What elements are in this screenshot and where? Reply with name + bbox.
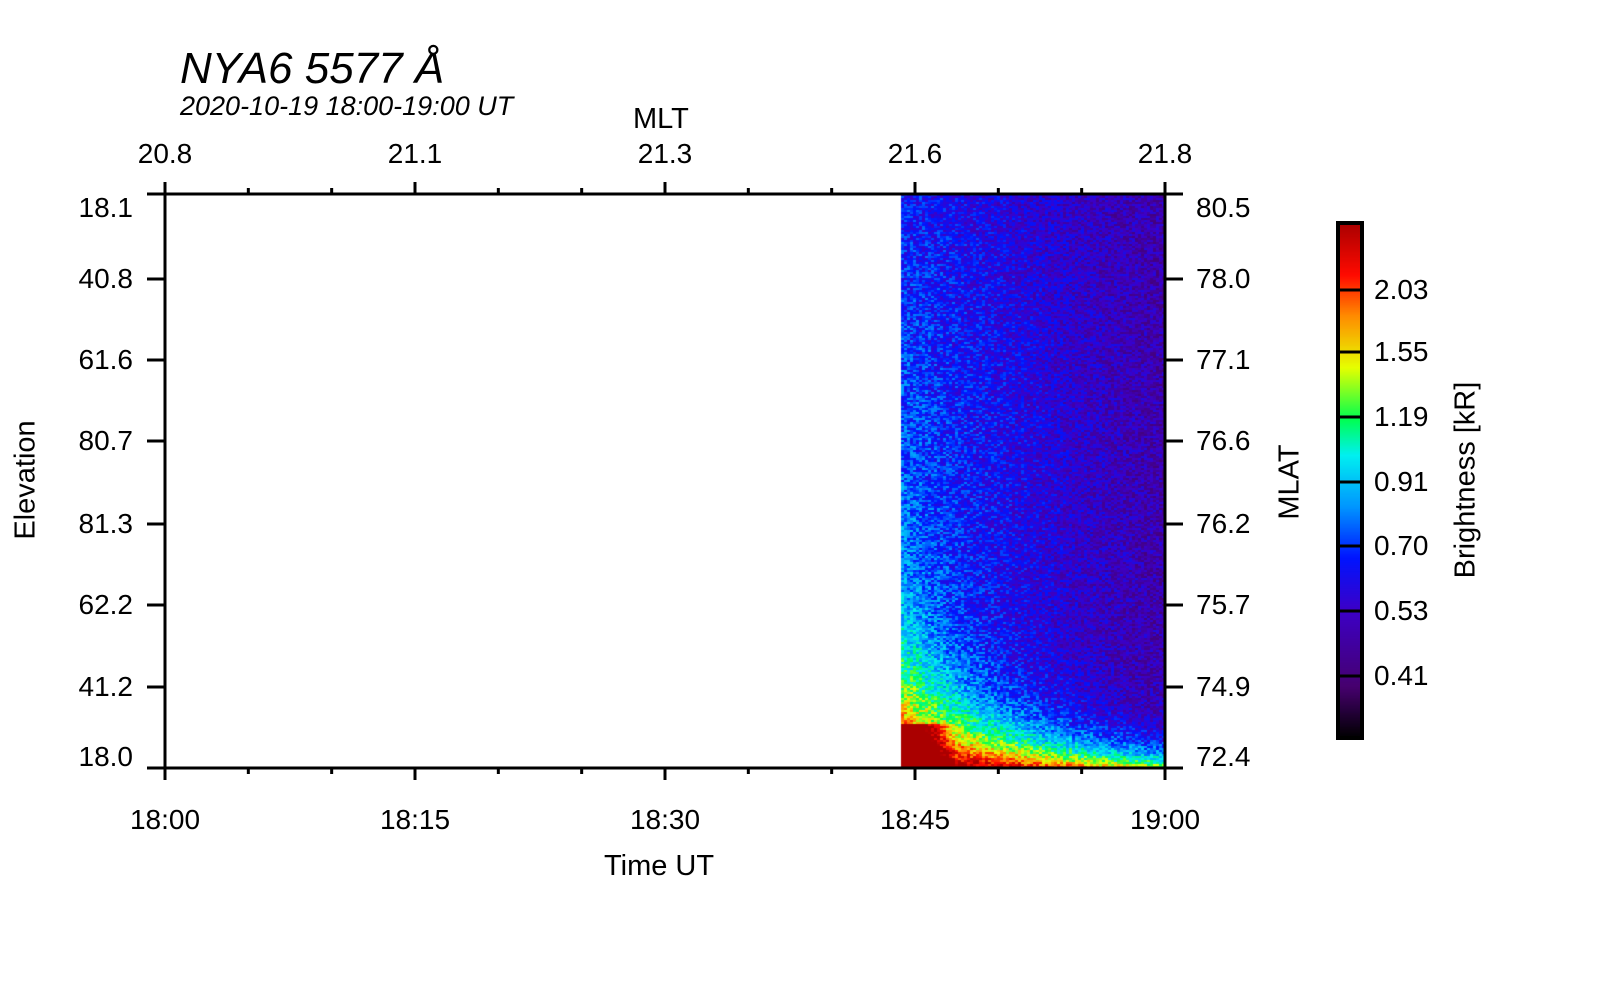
- right-tick-label: 77.1: [1196, 344, 1251, 375]
- y-axis-label: Elevation: [9, 420, 42, 540]
- right-tick-label: 72.4: [1196, 741, 1251, 772]
- right-tick-label: 76.6: [1196, 425, 1251, 456]
- top-tick-label: 20.8: [137, 138, 193, 169]
- colorbar-tick-label: 1.19: [1374, 401, 1429, 432]
- x-tick-label: 18:30: [629, 804, 701, 835]
- left-tick-label: 40.8: [78, 263, 134, 294]
- left-tick-label: 80.7: [78, 425, 134, 456]
- x-tick-label: 18:00: [129, 804, 201, 835]
- colorbar-tick-label: 0.91: [1374, 466, 1429, 497]
- right-tick-label: 75.7: [1196, 589, 1251, 620]
- x-tick-label: 18:45: [879, 804, 951, 835]
- right-tick-label: 76.2: [1196, 508, 1251, 539]
- right-tick-label: 78.0: [1196, 263, 1251, 294]
- top-axis-label: MLT: [633, 103, 689, 135]
- chart-title: NYA6 5577 Å: [180, 44, 445, 93]
- colorbar-tick-label: 0.53: [1374, 595, 1429, 626]
- x-tick-label: 18:15: [379, 804, 451, 835]
- top-tick-label: 21.1: [387, 138, 443, 169]
- left-tick-label: 62.2: [78, 589, 134, 620]
- colorbar-label: Brightness [kR]: [1449, 381, 1482, 579]
- left-tick-label: 18.1: [78, 192, 134, 223]
- colorbar-tick-label: 2.03: [1374, 274, 1429, 305]
- chart-subtitle: 2020-10-19 18:00-19:00 UT: [180, 91, 514, 121]
- top-tick-label: 21.6: [887, 138, 943, 169]
- right-axis-label: MLAT: [1273, 444, 1306, 520]
- keogram-image: [165, 194, 1165, 768]
- top-tick-label: 21.3: [637, 138, 693, 169]
- left-tick-label: 81.3: [78, 508, 134, 539]
- right-tick-label: 74.9: [1196, 671, 1251, 702]
- colorbar-tick-label: 0.41: [1374, 660, 1429, 691]
- x-tick-label: 19:00: [1129, 804, 1201, 835]
- x-axis-label: Time UT: [604, 850, 715, 882]
- colorbar-tick-label: 0.70: [1374, 530, 1429, 561]
- top-tick-label: 21.8: [1137, 138, 1193, 169]
- right-tick-label: 80.5: [1196, 192, 1251, 223]
- left-tick-label: 18.0: [78, 741, 134, 772]
- colorbar-tick-label: 1.55: [1374, 336, 1429, 367]
- left-tick-label: 61.6: [78, 344, 134, 375]
- left-tick-label: 41.2: [78, 671, 134, 702]
